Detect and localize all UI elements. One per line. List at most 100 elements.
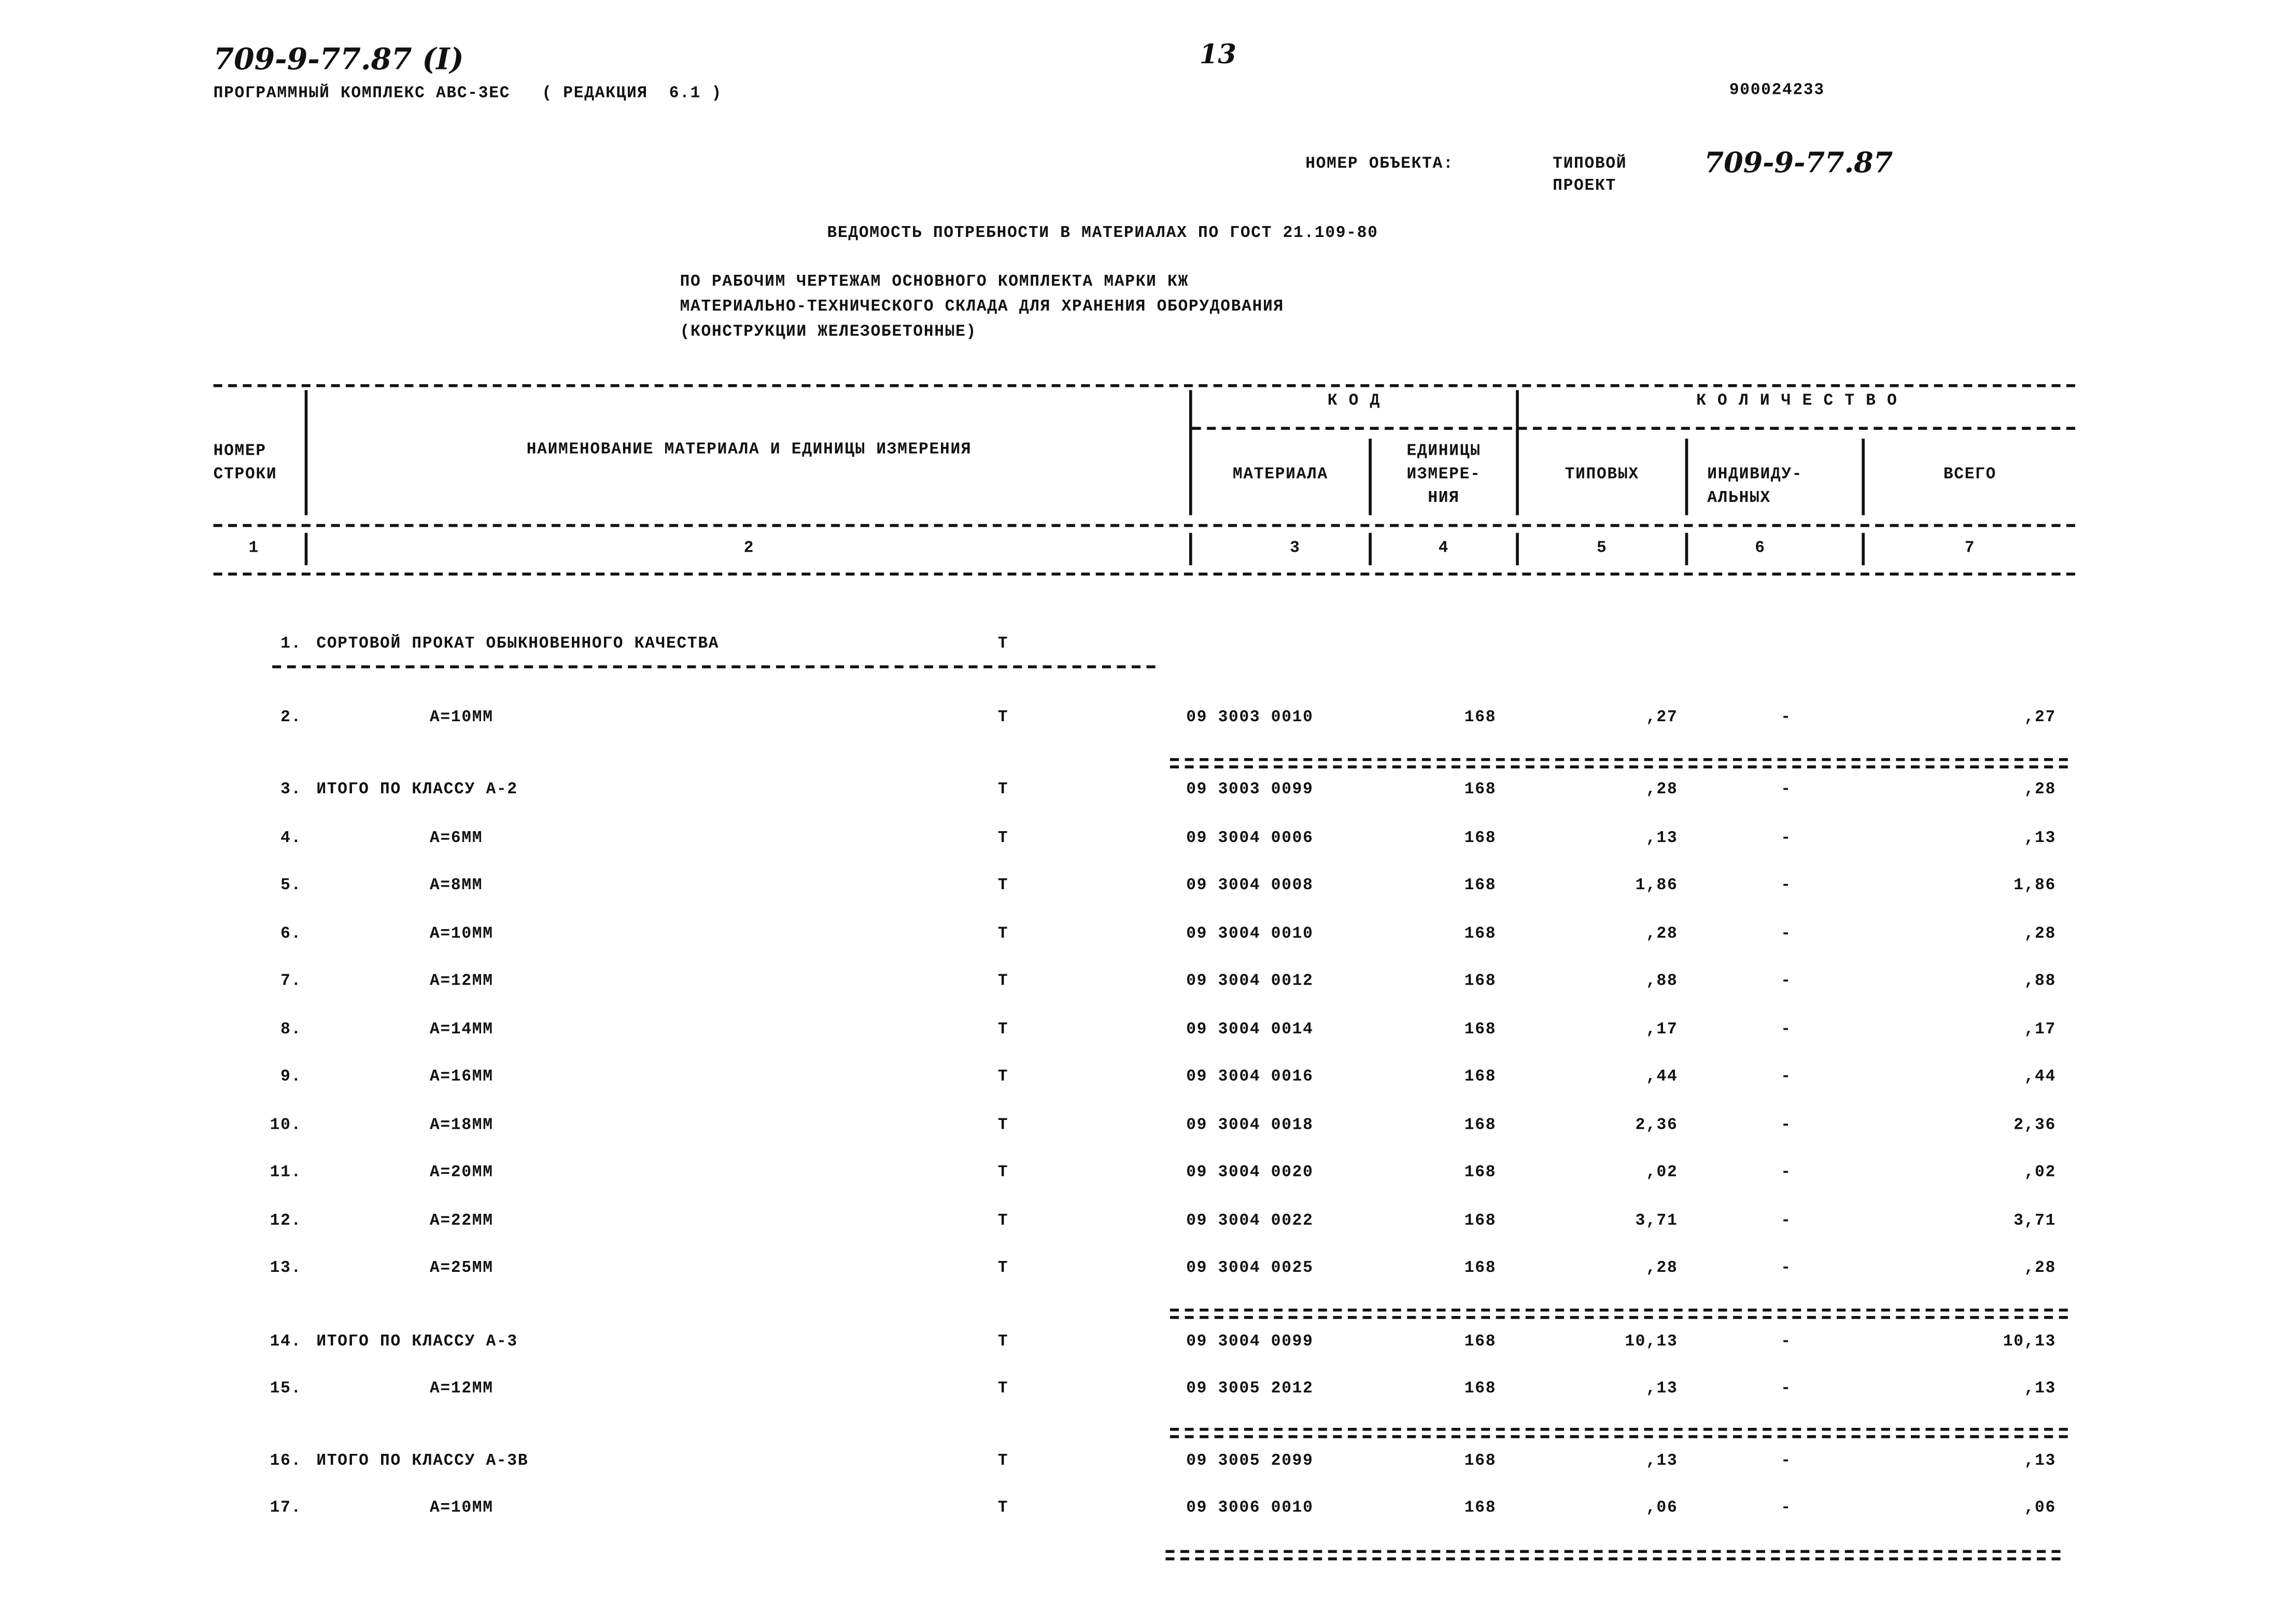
material-name: ИТОГО ПО КЛАССУ А-2 <box>316 781 518 800</box>
unit-code: 168 <box>1464 973 1497 991</box>
header-rule <box>213 524 2075 527</box>
individual-qty: - <box>1781 1380 1792 1399</box>
material-name: ИТОГО ПО КЛАССУ А-3В <box>316 1453 529 1471</box>
row-number: 3. <box>280 781 302 800</box>
material-name: СОРТОВОЙ ПРОКАТ ОБЫКНОВЕННОГО КАЧЕСТВА <box>316 636 720 654</box>
material-name: А=12ММ <box>429 1380 494 1399</box>
material-code: 09 3004 0006 <box>1186 830 1314 848</box>
unit: Т <box>997 830 1009 848</box>
header-individual: ИНДИВИДУ- <box>1707 466 1803 485</box>
column-number: 7 <box>1964 540 1976 558</box>
row-number: 6. <box>280 926 302 944</box>
material-name: А=22ММ <box>429 1213 494 1231</box>
total-qty: ,88 <box>2024 973 2056 991</box>
unit-code: 168 <box>1464 1499 1497 1518</box>
material-code: 09 3004 0014 <box>1186 1021 1314 1040</box>
column-number: 1 <box>248 540 259 558</box>
material-code: 09 3004 0099 <box>1186 1334 1314 1352</box>
object-number-handwritten: 709-9-77.87 <box>1704 147 1893 180</box>
column-divider <box>1685 439 1688 515</box>
individual-qty: - <box>1781 973 1792 991</box>
material-name: ИТОГО ПО КЛАССУ А-3 <box>316 1334 518 1352</box>
material-name: А=10ММ <box>429 926 494 944</box>
material-code: 09 3004 0012 <box>1186 973 1314 991</box>
material-name: А=6ММ <box>429 830 483 848</box>
total-qty: ,13 <box>2024 1453 2056 1471</box>
unit-code: 168 <box>1464 1453 1497 1471</box>
column-divider <box>1862 439 1865 515</box>
total-qty: 10,13 <box>2003 1334 2056 1352</box>
total-qty: 3,71 <box>2013 1213 2056 1231</box>
typical-qty: ,06 <box>1646 1499 1678 1518</box>
unit: Т <box>997 636 1009 654</box>
total-qty: 1,86 <box>2013 877 2056 895</box>
header-quantity-group: К О Л И Ч Е С Т В О <box>1696 393 1898 411</box>
row-number: 5. <box>280 877 302 895</box>
unit-code: 168 <box>1464 1069 1497 1087</box>
row-number: 8. <box>280 1021 302 1040</box>
individual-qty: - <box>1781 1213 1792 1231</box>
unit: Т <box>997 877 1009 895</box>
header-typical: ТИПОВЫХ <box>1565 466 1639 485</box>
column-number: 3 <box>1290 540 1301 558</box>
typical-qty: ,27 <box>1646 709 1678 727</box>
material-code: 09 3004 0010 <box>1186 926 1314 944</box>
unit-code: 168 <box>1464 781 1497 800</box>
row-number: 11. <box>270 1164 302 1182</box>
header-unit: ИЗМЕРЕ- <box>1406 466 1481 485</box>
program-line: ПРОГРАММНЫЙ КОМПЛЕКС АВС-3ЕС ( РЕДАКЦИЯ … <box>213 85 722 103</box>
header-code-group: К О Д <box>1327 393 1381 411</box>
typical-qty: ,44 <box>1646 1069 1678 1087</box>
unit: Т <box>997 1117 1009 1135</box>
material-name: А=10ММ <box>429 709 494 727</box>
header-unit: ЕДИНИЦЫ <box>1406 443 1481 461</box>
unit: Т <box>997 1069 1009 1087</box>
individual-qty: - <box>1781 1021 1792 1040</box>
individual-qty: - <box>1781 1069 1792 1087</box>
individual-qty: - <box>1781 1164 1792 1182</box>
unit: Т <box>997 1260 1009 1278</box>
header-sub-rule <box>1192 427 2075 430</box>
section-rule <box>272 665 1156 668</box>
total-rule <box>1170 758 2068 768</box>
unit: Т <box>997 1334 1009 1352</box>
material-name: А=12ММ <box>429 973 494 991</box>
subtitle-line: (КОНСТРУКЦИИ ЖЕЛЕЗОБЕТОННЫЕ) <box>680 324 977 342</box>
row-number: 17. <box>270 1499 302 1518</box>
header-individual: АЛЬНЫХ <box>1707 490 1771 508</box>
typical-qty: ,13 <box>1646 830 1678 848</box>
material-name: А=16ММ <box>429 1069 494 1087</box>
material-code: 09 3004 0022 <box>1186 1213 1314 1231</box>
column-number: 2 <box>743 540 755 558</box>
typical-qty: ,13 <box>1646 1453 1678 1471</box>
unit-code: 168 <box>1464 1260 1497 1278</box>
object-type-line1: ТИПОВОЙ <box>1553 156 1627 174</box>
unit: Т <box>997 781 1009 800</box>
unit: Т <box>997 1164 1009 1182</box>
material-code: 09 3004 0016 <box>1186 1069 1314 1087</box>
material-code: 09 3004 0025 <box>1186 1260 1314 1278</box>
row-number: 10. <box>270 1117 302 1135</box>
header-bottom-rule <box>213 572 2075 576</box>
material-code: 09 3005 2012 <box>1186 1380 1314 1399</box>
unit: Т <box>997 1499 1009 1518</box>
doc-code-handwritten: 709-9-77.87 (I) <box>213 41 464 77</box>
typical-qty: ,28 <box>1646 1260 1678 1278</box>
column-divider <box>304 390 308 515</box>
column-divider <box>1516 532 1519 566</box>
material-code: 09 3003 0099 <box>1186 781 1314 800</box>
row-number: 9. <box>280 1069 302 1087</box>
material-code: 09 3004 0018 <box>1186 1117 1314 1135</box>
unit-code: 168 <box>1464 1164 1497 1182</box>
column-number: 5 <box>1597 540 1608 558</box>
typical-qty: ,17 <box>1646 1021 1678 1040</box>
column-divider <box>304 532 308 566</box>
total-qty: 2,36 <box>2013 1117 2056 1135</box>
material-code: 09 3005 2099 <box>1186 1453 1314 1471</box>
total-rule <box>1170 1427 2068 1438</box>
individual-qty: - <box>1781 1499 1792 1518</box>
row-number: 1. <box>280 636 302 654</box>
typical-qty: ,28 <box>1646 781 1678 800</box>
individual-qty: - <box>1781 1260 1792 1278</box>
unit-code: 168 <box>1464 1334 1497 1352</box>
